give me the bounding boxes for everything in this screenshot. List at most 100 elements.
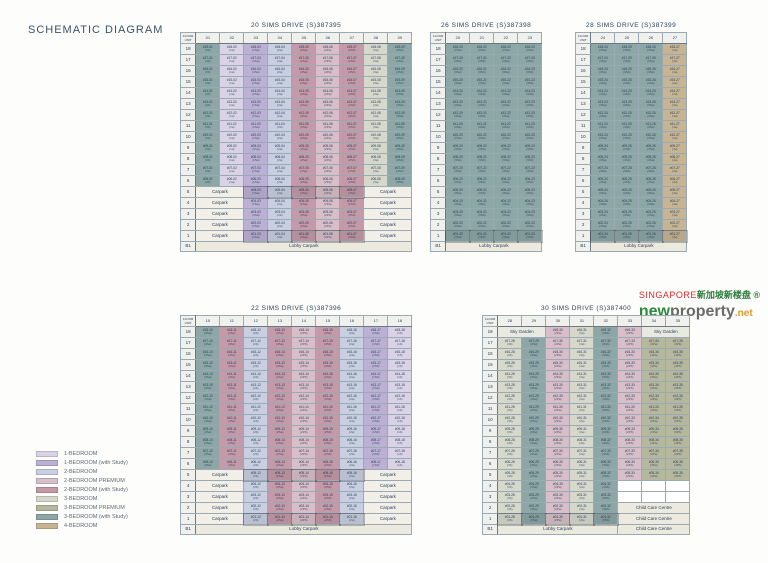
empty-cell (618, 492, 642, 503)
unit-cell: #12-17(1Sb) (364, 393, 388, 404)
unit-cell: #15-15(2Sb) (316, 360, 340, 371)
unit-cell: #18-20(3Sa) (446, 44, 470, 55)
unit-cell: #06-34(3Pa) (642, 459, 666, 470)
unit-cell: #06-29(3Sa) (522, 459, 546, 470)
unit-cell: #12-11(2Sc) (220, 393, 244, 404)
unit-cell: #12-23(3Sb) (518, 110, 542, 121)
unit-cell: #03-23(3Sb) (518, 209, 542, 220)
unit-cell: #11-16(2a) (340, 404, 364, 415)
unit-grid: FLOOR UNIT2425262718#18-24(3Sa)#18-25(3S… (575, 32, 687, 252)
legend-label: 1-BEDROOM (64, 451, 97, 457)
unit-cell: #01-27(4a) (663, 231, 687, 242)
floor-label: 2 (181, 503, 196, 514)
unit-cell: #12-03(1Sa) (244, 110, 268, 121)
unit-cell: #03-06(2Pa) (316, 209, 340, 220)
unit-cell: #08-25(3Sb) (615, 154, 639, 165)
unit-cell: #14-03(1Sa) (244, 88, 268, 99)
unit-cell: #07-11(2Sc) (220, 448, 244, 459)
unit-cell: #04-26(3Sa) (639, 198, 663, 209)
floor-label: B1 (431, 242, 446, 252)
unit-cell: #18-15(2Sb) (316, 327, 340, 338)
unit-cell: #01-04(2a) (268, 231, 292, 242)
unit-cell: #11-23(3Sb) (518, 121, 542, 132)
unit-cell: #04-03(1Sa) (244, 198, 268, 209)
unit-header: 15 (316, 316, 340, 327)
unit-cell: #18-06(2Pa) (316, 44, 340, 55)
unit-cell: #13-24(3Sa) (591, 99, 615, 110)
unit-cell: #02-23(3Sb) (518, 220, 542, 231)
legend-row: 1-BEDROOM (with Study) (36, 459, 128, 466)
unit-cell: #07-17(1Sb) (364, 448, 388, 459)
unit-cell: #02-15(2Sb) (316, 503, 340, 514)
unit-cell: #07-29(3Sa) (522, 448, 546, 459)
floor-label: 4 (181, 481, 196, 492)
legend-label: 4-BEDROOM (64, 523, 97, 529)
unit-cell: #09-14(2Pb) (292, 426, 316, 437)
unit-cell: #16-01(3b) (196, 66, 220, 77)
unit-cell: #09-08(3a) (364, 143, 388, 154)
block-title: 28 SIMS DRIVE (S)387399 (586, 22, 676, 29)
empty-cell (642, 481, 666, 492)
unit-cell: #08-29(3Sa) (522, 437, 546, 448)
unit-cell: #07-02(1a) (220, 165, 244, 176)
unit-cell: #02-24(3Sa) (591, 220, 615, 231)
unit-cell: #08-18(1b) (388, 437, 412, 448)
unit-cell: #12-01(3b) (196, 110, 220, 121)
unit-cell: #16-28(3b) (498, 349, 522, 360)
unit-cell: #08-15(2Sb) (316, 437, 340, 448)
unit-header: 05 (292, 33, 316, 44)
carpark-cell: Carpark (196, 514, 244, 525)
unit-cell: #11-34(3Pa) (642, 404, 666, 415)
unit-grid: FLOOR UNIT01020304050607080918#18-01(3b)… (180, 32, 412, 252)
unit-cell: #01-29(3Sa) (522, 514, 546, 525)
unit-cell: #15-12(2b) (244, 360, 268, 371)
unit-cell: #11-21(3Sb) (470, 121, 494, 132)
unit-cell: #13-09(3Sb) (388, 99, 412, 110)
unit-cell: #06-12(2b) (244, 459, 268, 470)
unit-cell: #11-07(2Sb) (340, 121, 364, 132)
legend-swatch (36, 487, 58, 493)
unit-cell: #02-22(3Sa) (494, 220, 518, 231)
unit-cell: #18-30(2Pa) (546, 327, 570, 338)
floor-label: 5 (181, 470, 196, 481)
unit-cell: #17-07(2Sb) (340, 55, 364, 66)
legend-swatch (36, 523, 58, 529)
unit-cell: #18-07(2Sb) (340, 44, 364, 55)
unit-cell: #17-11(2Sc) (220, 338, 244, 349)
unit-cell: #05-13(2Sa) (268, 470, 292, 481)
unit-cell: #06-31(3a) (570, 459, 594, 470)
unit-cell: #02-31(3a) (570, 503, 594, 514)
unit-cell: #02-05(2Sa) (292, 220, 316, 231)
legend-label: 2-BEDROOM (64, 469, 97, 475)
unit-cell: #14-10(3Sa) (196, 371, 220, 382)
unit-cell: #07-03(1Sa) (244, 165, 268, 176)
unit-cell: #03-32(3Sb) (594, 492, 618, 503)
unit-cell: #05-27(4a) (663, 187, 687, 198)
unit-cell: #08-11(2Sc) (220, 437, 244, 448)
unit-cell: #17-29(3Sa) (522, 338, 546, 349)
unit-cell: #06-05(2Sa) (292, 176, 316, 187)
floor-label: 17 (431, 55, 446, 66)
unit-cell: #11-11(2Sc) (220, 404, 244, 415)
unit-cell: #06-13(2Sa) (268, 459, 292, 470)
unit-cell: #12-15(2Sb) (316, 393, 340, 404)
unit-cell: #10-26(3Sa) (639, 132, 663, 143)
unit-cell: #14-04(2a) (268, 88, 292, 99)
floor-label: 9 (483, 426, 498, 437)
unit-cell: #16-22(3Sa) (494, 66, 518, 77)
unit-cell: #04-23(3Sb) (518, 198, 542, 209)
unit-header: 33 (618, 316, 642, 327)
unit-cell: #10-30(2Pa) (546, 415, 570, 426)
unit-cell: #02-06(2Pa) (316, 220, 340, 231)
unit-cell: #09-30(2Pa) (546, 426, 570, 437)
unit-header: 06 (316, 33, 340, 44)
unit-header: 16 (340, 316, 364, 327)
block-title: 22 SIMS DRIVE (S)387396 (251, 305, 341, 312)
unit-cell: #13-06(2Pa) (316, 99, 340, 110)
unit-cell: #17-05(2Sa) (292, 55, 316, 66)
unit-cell: #06-11(2Sc) (220, 459, 244, 470)
unit-cell: #16-09(3Sb) (388, 66, 412, 77)
unit-cell: #13-35(3Pb) (666, 382, 690, 393)
watermark-net: .net (735, 308, 753, 319)
unit-cell: #09-24(3Sa) (591, 143, 615, 154)
